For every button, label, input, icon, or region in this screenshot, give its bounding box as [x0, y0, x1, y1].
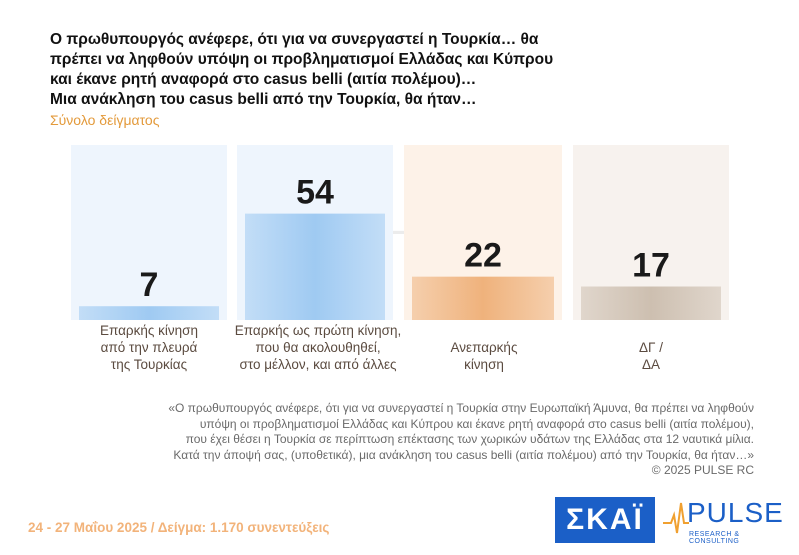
pulse-logo: PULSE RESEARCH & CONSULTING [663, 497, 788, 545]
category-label-1-line-3: της Τουρκίας [110, 357, 188, 372]
title-line-1: Ο πρωθυπουργός ανέφερε, ότι για να συνερ… [50, 31, 539, 48]
category-label-2-line-1: Επαρκής ως πρώτη κίνηση, [234, 323, 402, 338]
survey-dates-sample: 24 - 27 Μαΐου 2025 / Δείγμα: 1.170 συνεν… [28, 520, 330, 535]
bar-2 [245, 213, 385, 320]
bar-3 [412, 276, 554, 320]
category-label-1-line-1: Επαρκής κίνηση [100, 323, 198, 338]
bar-value-label-4: 17 [632, 247, 670, 285]
title-line-2: πρέπει να ληφθούν υπόψη οι προβληματισμο… [50, 51, 554, 68]
footnote-line-1: «Ο πρωθυπουργός ανέφερε, ότι για να συνε… [168, 401, 754, 415]
footnote-line-2: υπόψη οι προβληματισμοί Ελλάδας και Κύπρ… [199, 416, 754, 431]
pulse-heartbeat-icon [663, 502, 689, 534]
category-label-2-line-3: στο μέλλον, και από άλλες [239, 357, 397, 372]
bar-4 [581, 286, 721, 320]
category-label-1-line-2: από την πλευρά [100, 340, 198, 355]
bar-chart: 7 54 22 17 [71, 145, 729, 320]
question-footnote: «Ο πρωθυπουργός ανέφερε, ότι για να συνε… [100, 401, 754, 479]
pulse-logo-word: PULSE [687, 497, 784, 528]
footnote-line-4: Κατά την άποψή σας, (υποθετικά), μια ανά… [173, 447, 754, 462]
category-label-2-line-2: που θα ακολουθηθεί, [255, 340, 381, 355]
category-label-4-line-1: ΔΓ / [639, 340, 663, 355]
category-label-2: Επαρκής ως πρώτη κίνηση, που θα ακολουθη… [230, 322, 406, 373]
category-label-4-line-2: ΔΑ [641, 357, 661, 372]
category-label-3-line-1: Ανεπαρκής [450, 340, 518, 355]
bar-value-label-3: 22 [464, 237, 502, 275]
bar-background-1 [71, 145, 227, 320]
pulse-logo-subtitle: RESEARCH & CONSULTING [689, 531, 740, 545]
title-line-3: και έκανε ρητή αναφορά στο casus belli (… [50, 71, 477, 88]
copyright-line: © 2025 PULSE RC [651, 463, 754, 477]
skai-logo: ΣΚΑΪ [555, 497, 655, 543]
footnote-line-3: που έχει θέσει η Τουρκία σε περίπτωση επ… [185, 432, 754, 446]
bar-value-label-2: 54 [296, 174, 334, 212]
chart-subtitle: Σύνολο δείγματος [50, 112, 160, 128]
title-line-4: Μια ανάκληση του casus belli από την Του… [50, 91, 477, 108]
category-label-3: Ανεπαρκής κίνηση [399, 339, 569, 373]
category-label-4: ΔΓ / ΔΑ [566, 339, 736, 373]
bar-1 [79, 306, 219, 320]
chart-title: Ο πρωθυπουργός ανέφερε, ότι για να συνερ… [50, 30, 610, 110]
bar-value-label-1: 7 [140, 266, 159, 304]
category-label-3-line-2: κίνηση [464, 357, 504, 372]
category-label-1: Επαρκής κίνηση από την πλευρά της Τουρκί… [64, 322, 234, 373]
